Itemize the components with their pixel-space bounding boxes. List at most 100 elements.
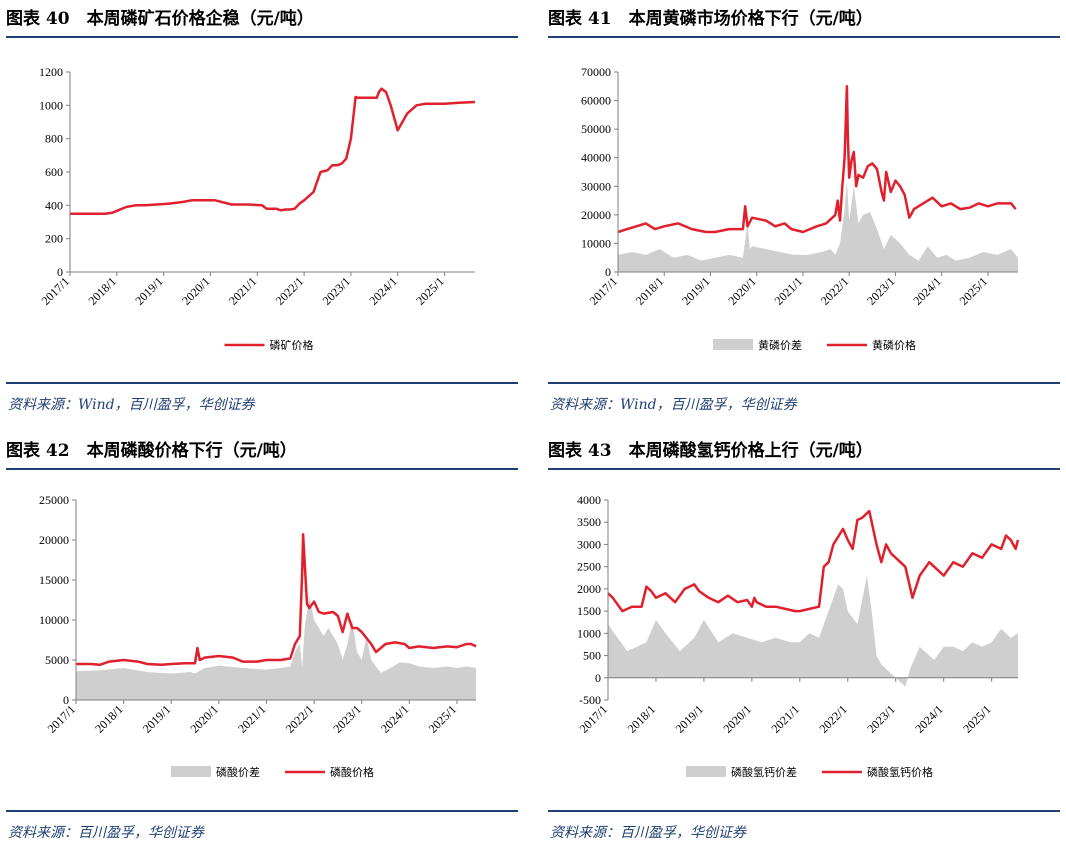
x-tick-label: 2022/1 (816, 702, 849, 735)
y-tick-label: 60000 (581, 94, 611, 108)
legend-label: 磷酸价差 (216, 765, 260, 779)
title-rule (6, 468, 518, 470)
y-tick-label: -500 (579, 693, 601, 707)
y-tick-label: 70000 (581, 65, 611, 79)
x-tick-label: 2024/1 (366, 274, 399, 307)
source-rule (548, 382, 1060, 384)
x-tick-label: 2018/1 (625, 702, 658, 735)
x-tick-label: 2025/1 (957, 274, 990, 307)
y-tick-label: 2500 (577, 560, 601, 574)
x-tick-label: 2022/1 (283, 702, 316, 735)
x-tick-label: 2025/1 (413, 274, 446, 307)
source-rule (6, 810, 518, 812)
source-note: 资料来源：Wind，百川盈孚，华创证券 (8, 397, 255, 413)
y-tick-label: 0 (57, 265, 63, 279)
y-tick-label: 1500 (577, 604, 601, 618)
x-tick-label: 2020/1 (179, 274, 212, 307)
series-area-0 (618, 180, 1018, 272)
chart-plot: 0 10000 20000 30000 40000 50000 60000 70000 2017… (581, 65, 1018, 352)
x-tick-label: 2017/1 (577, 702, 610, 735)
x-tick-label: 2021/1 (772, 274, 805, 307)
series-line-1 (617, 85, 1017, 234)
x-tick-label: 2020/1 (188, 702, 221, 735)
y-tick-label: 10000 (39, 613, 69, 627)
legend-label: 磷酸价格 (330, 765, 374, 779)
y-tick-label: 500 (583, 649, 601, 663)
chart-plot: -500 0 500 1000 1500 2000 2500 3000 3500 4000 2017… (577, 493, 1020, 779)
x-tick-label: 2023/1 (320, 274, 353, 307)
x-tick-label: 2017/1 (39, 274, 72, 307)
x-tick-label: 2021/1 (226, 274, 259, 307)
chart-title: 图表 43 本周磷酸氢钙价格上行（元/吨） (548, 441, 873, 461)
series-area-0 (76, 596, 476, 700)
legend-label: 黄磷价格 (872, 338, 916, 352)
x-tick-label: 2021/1 (235, 702, 268, 735)
y-tick-label: 30000 (581, 179, 611, 193)
x-tick-label: 2025/1 (426, 702, 459, 735)
x-tick-label: 2025/1 (960, 702, 993, 735)
y-tick-label: 400 (45, 198, 63, 212)
x-tick-label: 2022/1 (273, 274, 306, 307)
source-note: 资料来源：Wind，百川盈孚，华创证券 (550, 397, 797, 413)
series-line-0 (70, 87, 476, 215)
source-rule (6, 382, 518, 384)
chart-plot: 0 200 400 600 800 1000 1200 2017/1 2018/1 2019/1 2… (39, 65, 476, 352)
y-tick-label: 3000 (577, 537, 601, 551)
legend-swatch-area (171, 766, 211, 777)
y-tick-label: 1200 (39, 65, 63, 79)
chart-plot: 0 5000 10000 15000 20000 25000 2017/1 2018/1 201… (39, 493, 477, 779)
x-tick-label: 2017/1 (45, 702, 78, 735)
y-tick-label: 800 (45, 132, 63, 146)
legend-swatch-area (686, 766, 726, 777)
x-tick-label: 2023/1 (330, 702, 363, 735)
x-tick-label: 2019/1 (140, 702, 173, 735)
title-rule (6, 36, 518, 38)
chart-panel-41: 图表 41 本周黄磷市场价格下行（元/吨） 0 10000 20000 30000 40… (542, 0, 1060, 423)
series-area-0 (608, 575, 1018, 687)
y-tick-label: 40000 (581, 151, 611, 165)
x-tick-label: 2019/1 (679, 274, 712, 307)
x-tick-label: 2024/1 (378, 702, 411, 735)
x-tick-label: 2020/1 (721, 702, 754, 735)
chart-title: 图表 41 本周黄磷市场价格下行（元/吨） (548, 9, 873, 29)
y-tick-label: 25000 (39, 493, 69, 507)
y-tick-label: 0 (63, 693, 69, 707)
x-tick-label: 2019/1 (673, 702, 706, 735)
y-tick-label: 15000 (39, 573, 69, 587)
y-tick-label: 2000 (577, 582, 601, 596)
x-tick-label: 2020/1 (725, 274, 758, 307)
chart-panel-42: 图表 42 本周磷酸价格下行（元/吨） 0 5000 10000 15000 20000… (0, 432, 518, 855)
x-tick-label: 2017/1 (587, 274, 620, 307)
x-tick-label: 2018/1 (633, 274, 666, 307)
x-tick-label: 2018/1 (85, 274, 118, 307)
x-tick-label: 2021/1 (768, 702, 801, 735)
y-tick-label: 0 (595, 671, 601, 685)
legend-label: 磷酸氢钙价格 (867, 765, 933, 779)
legend-label: 黄磷价差 (758, 338, 802, 352)
series-line-1 (607, 509, 1020, 613)
series-line-1 (76, 533, 477, 667)
y-tick-label: 5000 (45, 653, 69, 667)
y-tick-label: 3500 (577, 515, 601, 529)
y-tick-label: 1000 (577, 626, 601, 640)
x-tick-label: 2023/1 (864, 702, 897, 735)
title-rule (548, 36, 1060, 38)
legend-swatch-area (713, 339, 753, 350)
x-tick-label: 2023/1 (864, 274, 897, 307)
x-tick-label: 2022/1 (818, 274, 851, 307)
title-rule (548, 468, 1060, 470)
y-tick-label: 600 (45, 165, 63, 179)
y-tick-label: 200 (45, 232, 63, 246)
source-note: 资料来源：百川盈孚，华创证券 (550, 825, 746, 841)
x-tick-label: 2018/1 (92, 702, 125, 735)
chart-title: 图表 42 本周磷酸价格下行（元/吨） (6, 441, 297, 461)
y-tick-label: 20000 (39, 533, 69, 547)
x-tick-label: 2024/1 (912, 702, 945, 735)
y-tick-label: 4000 (577, 493, 601, 507)
chart-panel-43: 图表 43 本周磷酸氢钙价格上行（元/吨） -500 0 500 1000 1500 20… (542, 432, 1060, 855)
x-tick-label: 2019/1 (132, 274, 165, 307)
source-note: 资料来源：百川盈孚，华创证券 (8, 825, 204, 841)
legend-label: 磷矿价格 (270, 338, 314, 352)
y-tick-label: 20000 (581, 208, 611, 222)
y-tick-label: 10000 (581, 236, 611, 250)
